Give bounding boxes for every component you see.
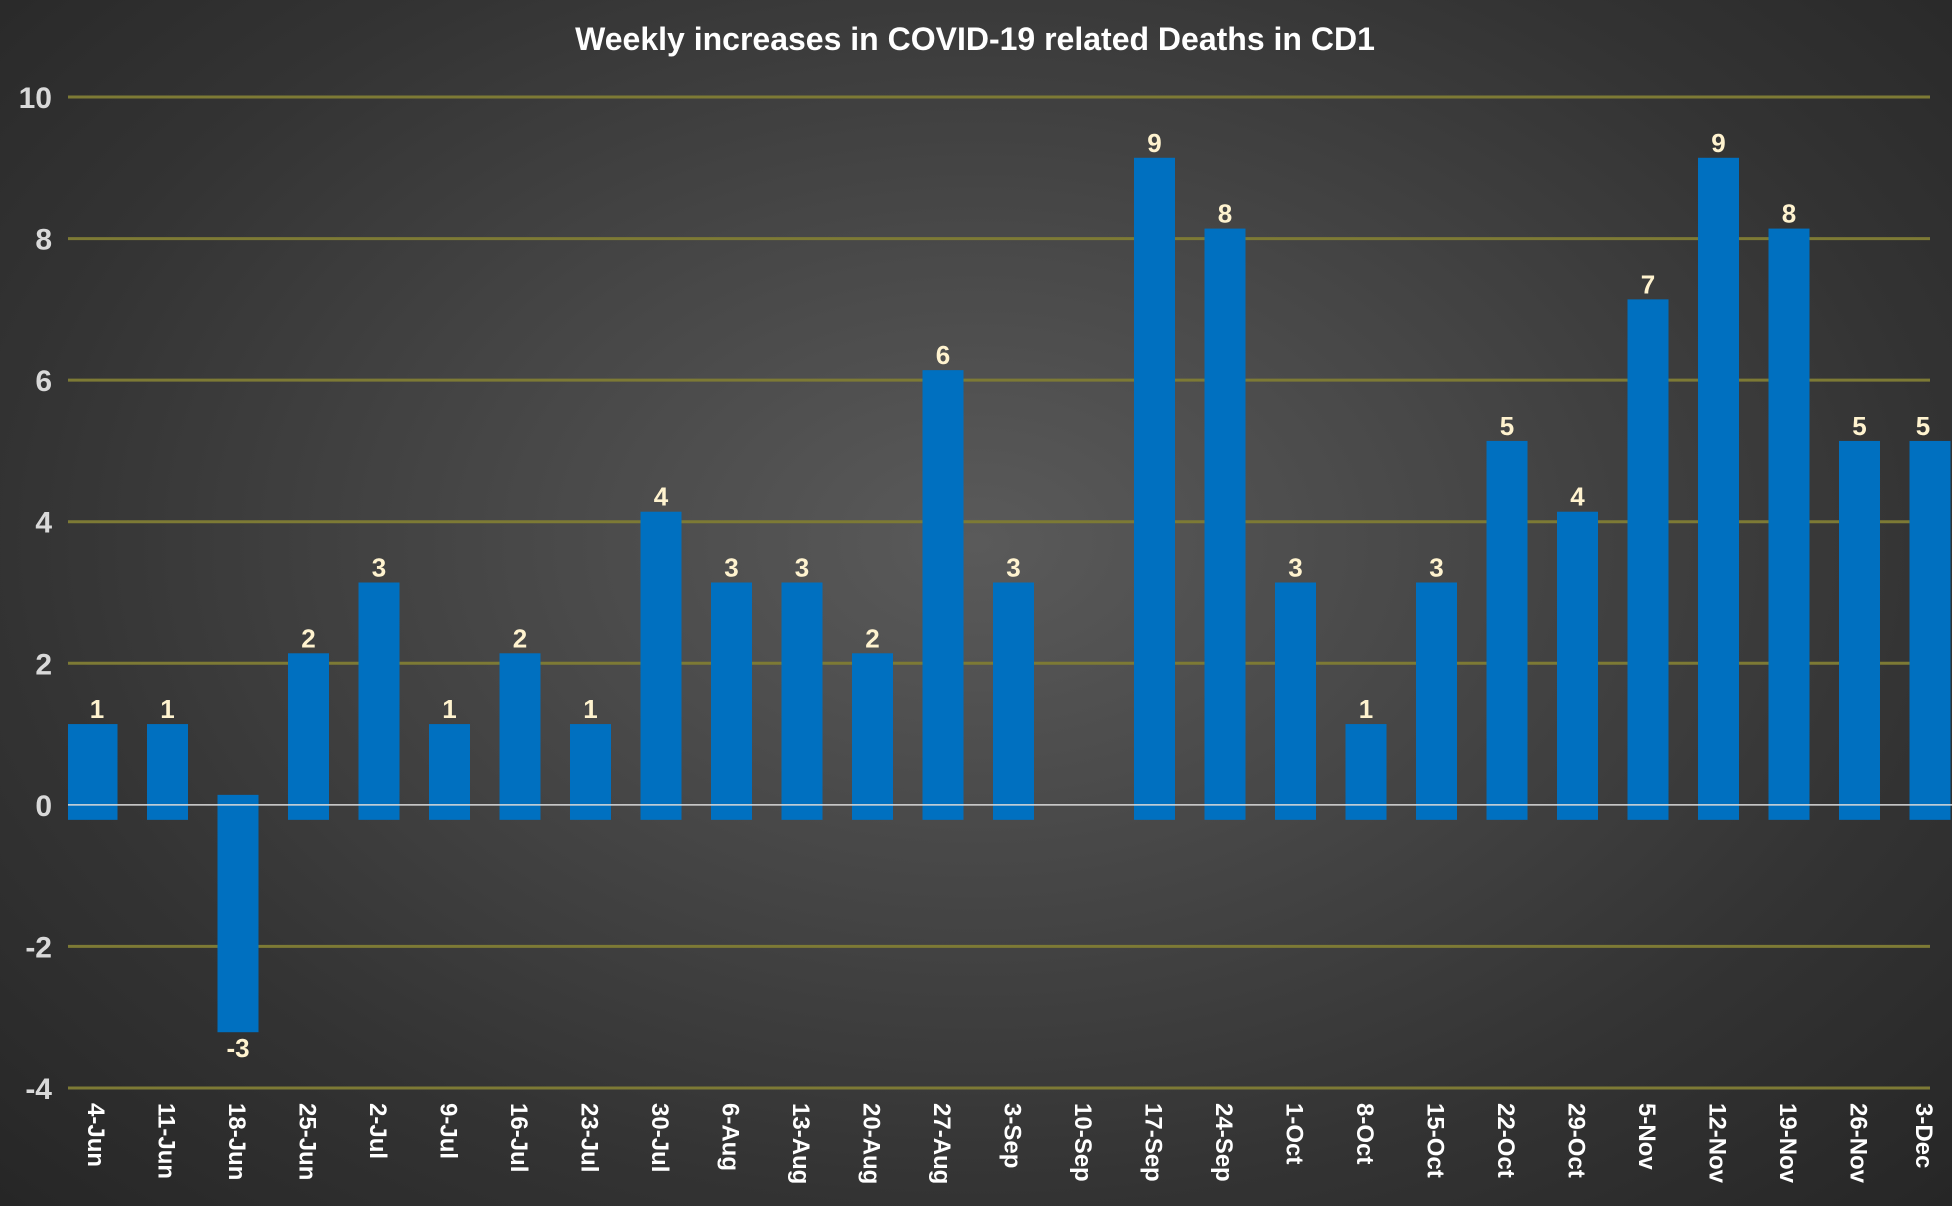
- x-tick-label: 22-Oct: [1492, 1103, 1519, 1178]
- data-label-25-Jun: 2: [301, 623, 315, 653]
- bar-8-Oct: [1345, 724, 1387, 820]
- x-tick-label: 19-Nov: [1774, 1103, 1801, 1184]
- data-label-8-Oct: 1: [1359, 694, 1373, 724]
- bar-26-Nov: [1839, 440, 1880, 820]
- data-label-11-Jun: 1: [160, 694, 174, 724]
- data-label-4-Jun: 1: [90, 694, 104, 724]
- x-tick-label: 24-Sep: [1210, 1103, 1237, 1182]
- bar-16-Jul: [499, 653, 541, 820]
- x-tick-label: 23-Jul: [576, 1103, 603, 1172]
- data-label-9-Jul: 1: [442, 694, 456, 724]
- x-tick-label: 1-Oct: [1281, 1103, 1308, 1164]
- x-tick-label: 25-Jun: [294, 1103, 321, 1180]
- x-tick-label: 11-Jun: [153, 1103, 180, 1179]
- data-label-23-Jul: 1: [583, 694, 597, 724]
- bar-15-Oct: [1416, 582, 1457, 820]
- x-tick-label: 20-Aug: [858, 1103, 885, 1184]
- x-tick-label: 15-Oct: [1422, 1103, 1449, 1178]
- x-tick-label: 8-Oct: [1351, 1103, 1378, 1164]
- x-tick-label: 29-Oct: [1563, 1103, 1590, 1178]
- y-tick-label: 10: [19, 82, 52, 115]
- y-tick-label: 2: [35, 648, 52, 681]
- data-label-19-Nov: 8: [1782, 199, 1796, 229]
- data-labels: 1 1 -3 2 3 1 2 1 4 3 3 2 6 3 9 8 3 1 3 5 4 7 9 8 5 5: [90, 128, 1930, 1063]
- data-label-5-Nov: 7: [1641, 269, 1655, 299]
- y-tick-label: 8: [35, 224, 52, 257]
- y-axis-ticks: 10 8 6 4 2 0 -2 -4: [19, 82, 53, 1106]
- x-tick-label: 16-Jul: [505, 1103, 532, 1172]
- chart-title: Weekly increases in COVID-19 related Dea…: [575, 21, 1375, 57]
- data-label-20-Aug: 2: [865, 623, 879, 653]
- data-label-12-Nov: 9: [1711, 128, 1725, 158]
- x-tick-label: 17-Sep: [1140, 1103, 1167, 1182]
- x-tick-label: 3-Dec: [1910, 1103, 1937, 1168]
- bar-27-Aug: [922, 370, 964, 820]
- data-label-13-Aug: 3: [795, 553, 809, 583]
- bar-9-Jul: [429, 724, 470, 820]
- x-tick-label: 4-Jun: [82, 1103, 109, 1167]
- bar-20-Aug: [852, 653, 893, 820]
- bar-4-Jun: [68, 724, 118, 820]
- bar-23-Jul: [570, 724, 611, 820]
- data-label-16-Jul: 2: [513, 623, 527, 653]
- bar-5-Nov: [1627, 299, 1669, 820]
- y-tick-label: 6: [35, 365, 52, 398]
- bar-13-Aug: [781, 582, 823, 820]
- bar-2-Jul: [358, 582, 400, 820]
- data-label-6-Aug: 3: [724, 553, 738, 583]
- bar-17-Sep: [1134, 157, 1175, 820]
- data-label-15-Oct: 3: [1429, 553, 1443, 583]
- data-label-17-Sep: 9: [1147, 128, 1161, 158]
- bar-1-Oct: [1275, 582, 1316, 820]
- x-tick-label: 12-Nov: [1704, 1103, 1731, 1184]
- bar-22-Oct: [1486, 440, 1528, 820]
- bar-11-Jun: [147, 724, 188, 820]
- y-tick-label: -4: [25, 1073, 52, 1106]
- x-tick-label: 26-Nov: [1845, 1103, 1872, 1184]
- bars: [68, 157, 1951, 1033]
- y-tick-label: 4: [35, 507, 52, 540]
- bar-24-Sep: [1204, 228, 1246, 820]
- data-label-2-Jul: 3: [372, 553, 386, 583]
- x-tick-label: 6-Aug: [717, 1103, 744, 1171]
- data-label-1-Oct: 3: [1288, 553, 1302, 583]
- bar-6-Aug: [711, 582, 752, 820]
- bar-3-Sep: [993, 582, 1034, 820]
- bar-29-Oct: [1557, 511, 1598, 820]
- bar-25-Jun: [288, 653, 329, 820]
- data-label-24-Sep: 8: [1218, 199, 1232, 229]
- bar-18-Jun: [217, 794, 259, 1033]
- data-label-3-Dec: 5: [1916, 411, 1930, 441]
- x-tick-label: 10-Sep: [1069, 1103, 1096, 1182]
- x-tick-label: 9-Jul: [435, 1103, 462, 1159]
- x-tick-label: 5-Nov: [1633, 1103, 1660, 1170]
- data-label-3-Sep: 3: [1006, 553, 1020, 583]
- data-label-26-Nov: 5: [1852, 411, 1866, 441]
- data-label-29-Oct: 4: [1570, 482, 1585, 512]
- x-tick-label: 3-Sep: [999, 1103, 1026, 1168]
- y-tick-label: -2: [25, 931, 52, 964]
- x-tick-label: 30-Jul: [646, 1103, 673, 1172]
- bar-30-Jul: [640, 511, 682, 820]
- data-label-22-Oct: 5: [1500, 411, 1514, 441]
- x-tick-label: 18-Jun: [223, 1103, 250, 1180]
- x-axis-ticks: 4-Jun 11-Jun 18-Jun 25-Jun 2-Jul 9-Jul 16-Jul 2…: [82, 1103, 1937, 1184]
- y-tick-label: 0: [35, 790, 52, 823]
- x-tick-label: 13-Aug: [787, 1103, 814, 1184]
- data-label-27-Aug: 6: [936, 340, 950, 370]
- bar-3-Dec: [1909, 440, 1951, 820]
- data-label-18-Jun: -3: [226, 1033, 249, 1063]
- x-tick-label: 2-Jul: [364, 1103, 391, 1159]
- bar-19-Nov: [1768, 228, 1810, 820]
- x-tick-label: 27-Aug: [928, 1103, 955, 1184]
- bar-12-Nov: [1698, 157, 1739, 820]
- data-label-30-Jul: 4: [654, 482, 669, 512]
